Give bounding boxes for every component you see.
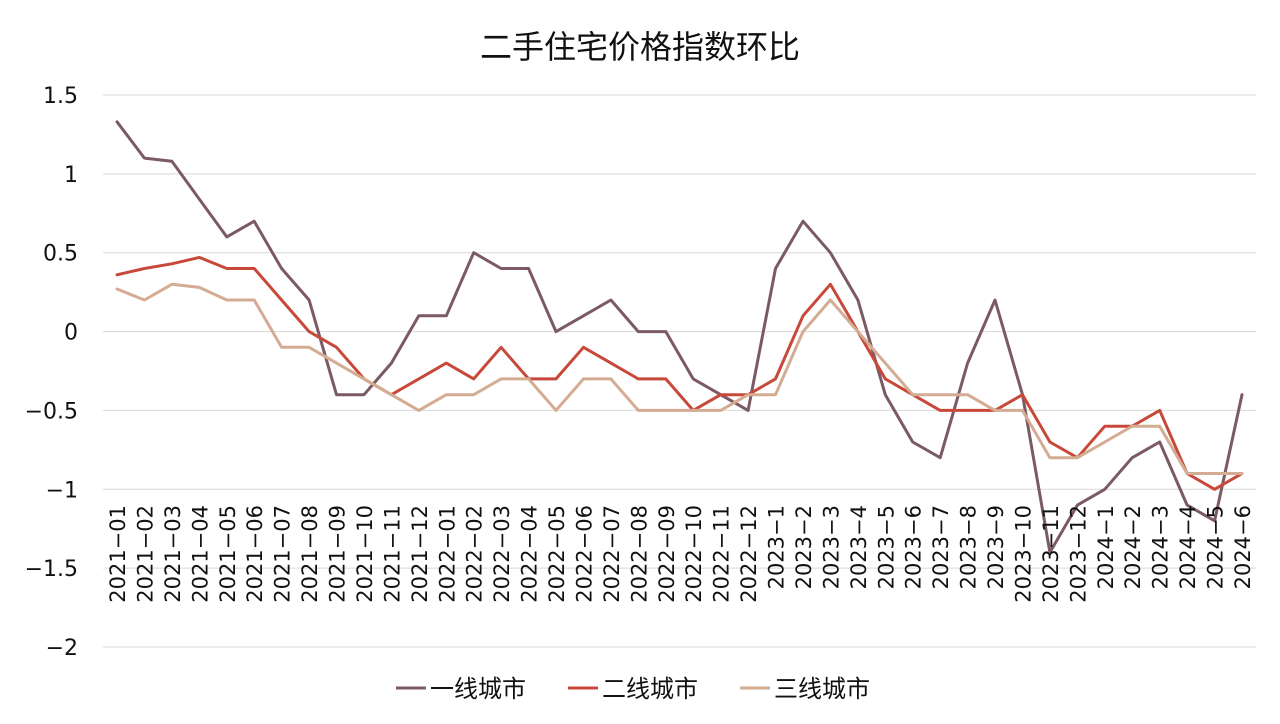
- x-tick-label: 2023−10: [1011, 505, 1035, 603]
- x-tick-label: 2022−04: [518, 505, 542, 603]
- x-tick-label: 2021−05: [216, 505, 240, 603]
- x-tick-label: 2023−9: [984, 505, 1008, 589]
- x-tick-label: 2024−5: [1204, 505, 1228, 589]
- x-tick-label: 2021−07: [271, 505, 295, 603]
- x-tick-label: 2023−3: [819, 505, 843, 589]
- x-tick-label: 2024−3: [1149, 505, 1173, 589]
- x-tick-label: 2023−11: [1039, 505, 1063, 603]
- y-tick-label: 0.5: [43, 242, 78, 267]
- y-axis-ticks: 1.5 1 0.5 0 −0.5 −1 −1.5 −2: [25, 84, 78, 661]
- y-tick-label: 1.5: [43, 84, 78, 109]
- x-tick-label: 2021−02: [133, 505, 157, 603]
- legend: 一线城市 二线城市 三线城市: [396, 675, 870, 703]
- x-tick-label: 2024−1: [1094, 505, 1118, 589]
- x-tick-label: 2022−06: [572, 505, 596, 603]
- x-axis-ticks: 2021−01 2021−02 2021−03 2021−04 2021−05 2021−…: [106, 505, 1255, 603]
- y-tick-label: 1: [64, 163, 78, 188]
- x-tick-label: 2021−06: [243, 505, 267, 603]
- x-tick-label: 2023−8: [957, 505, 981, 589]
- x-tick-label: 2021−01: [106, 505, 130, 603]
- y-tick-label: 0: [64, 321, 78, 346]
- chart-title: 二手住宅价格指数环比: [479, 28, 800, 66]
- x-tick-label: 2023−6: [902, 505, 926, 589]
- x-tick-label: 2022−07: [600, 505, 624, 603]
- x-tick-label: 2023−5: [874, 505, 898, 589]
- series-line-2: [115, 255, 1244, 491]
- x-tick-label: 2021−03: [161, 505, 185, 603]
- x-tick-label: 2022−08: [627, 505, 651, 603]
- x-tick-label: 2021−09: [326, 505, 350, 603]
- x-tick-label: 2024−2: [1121, 505, 1145, 589]
- x-tick-label: 2023−4: [847, 505, 871, 589]
- x-tick-label: 2022−01: [435, 505, 459, 603]
- x-tick-label: 2023−1: [765, 505, 789, 589]
- x-tick-label: 2021−08: [298, 505, 322, 603]
- x-tick-label: 2024−6: [1231, 505, 1255, 589]
- x-tick-label: 2022−12: [737, 505, 761, 603]
- series-lines: [115, 120, 1244, 554]
- x-tick-label: 2022−10: [682, 505, 706, 603]
- x-tick-label: 2022−09: [655, 505, 679, 603]
- x-tick-label: 2023−2: [792, 505, 816, 589]
- x-tick-label: 2023−12: [1066, 505, 1090, 603]
- x-tick-label: 2022−11: [710, 505, 734, 603]
- x-tick-label: 2022−05: [545, 505, 569, 603]
- x-tick-label: 2021−11: [380, 505, 404, 603]
- x-tick-label: 2022−02: [463, 505, 487, 603]
- series-line-3: [115, 282, 1244, 475]
- legend-label-1: 一线城市: [430, 675, 526, 703]
- legend-label-2: 二线城市: [602, 675, 698, 703]
- x-tick-label: 2021−12: [408, 505, 432, 603]
- y-tick-label: −1: [46, 478, 78, 503]
- x-tick-label: 2023−7: [929, 505, 953, 589]
- y-tick-label: −1.5: [25, 557, 78, 582]
- y-tick-label: −0.5: [25, 399, 78, 424]
- x-tick-label: 2021−04: [188, 505, 212, 603]
- x-tick-label: 2021−10: [353, 505, 377, 603]
- legend-label-3: 三线城市: [774, 675, 870, 703]
- x-tick-label: 2022−03: [490, 505, 514, 603]
- series-line-1: [115, 120, 1244, 554]
- y-tick-label: −2: [46, 636, 78, 661]
- x-tick-label: 2024−4: [1176, 505, 1200, 589]
